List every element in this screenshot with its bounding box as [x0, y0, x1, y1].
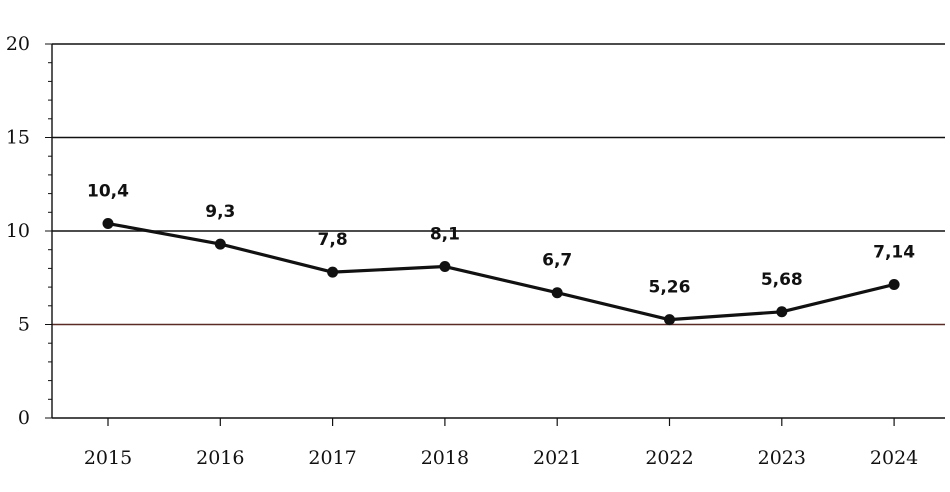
x-tick-label: 2016 — [196, 447, 244, 469]
y-tick-label: 5 — [18, 314, 30, 336]
data-point — [664, 314, 675, 326]
data-label: 7,8 — [318, 230, 348, 250]
x-tick-label: 2017 — [308, 447, 356, 469]
series-line — [107, 221, 895, 322]
y-tick-label: 20 — [6, 33, 30, 55]
data-labels: 10,4 9,3 7,8 8,1 6,7 5,26 5,68 7,14 — [87, 182, 915, 298]
data-points — [102, 218, 900, 326]
x-tick-label: 2015 — [84, 447, 132, 469]
data-label: 10,4 — [87, 182, 129, 202]
data-point — [102, 218, 114, 230]
data-point — [888, 278, 900, 290]
data-point — [214, 238, 226, 250]
y-tick-label: 0 — [18, 407, 30, 429]
series-line-layer — [107, 221, 895, 322]
gridlines — [52, 43, 945, 326]
data-point — [551, 287, 563, 299]
data-label: 7,14 — [873, 242, 915, 262]
y-tick-label: 15 — [6, 127, 30, 149]
data-label: 6,7 — [542, 251, 572, 271]
data-point — [327, 266, 339, 278]
data-point — [439, 261, 451, 273]
y-axis-ticks: 0 5 10 15 20 — [6, 33, 30, 429]
data-label: 8,1 — [430, 225, 460, 245]
x-axis-ticks: 2015 2016 2017 2018 2021 2022 2023 2024 — [84, 418, 918, 469]
x-tick-label: 2021 — [533, 447, 581, 469]
data-label: 5,68 — [761, 270, 803, 290]
data-label: 9,3 — [205, 202, 235, 222]
x-tick-label: 2024 — [870, 447, 918, 469]
x-tick-label: 2023 — [758, 447, 806, 469]
x-tick-label: 2018 — [421, 447, 469, 469]
data-point — [776, 306, 788, 318]
axes — [45, 43, 945, 419]
y-tick-label: 10 — [6, 220, 30, 242]
data-label: 5,26 — [649, 278, 691, 298]
x-tick-label: 2022 — [645, 447, 693, 469]
